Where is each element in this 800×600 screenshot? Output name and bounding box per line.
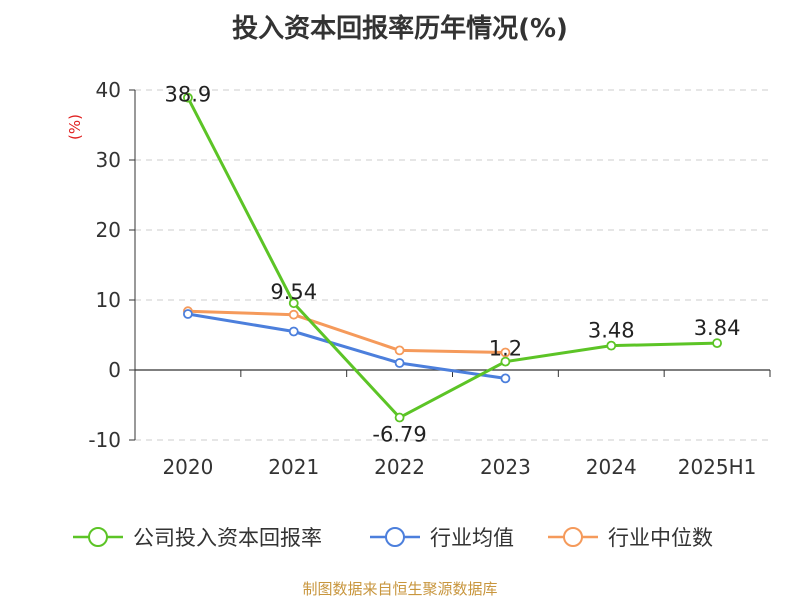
x-tick-label: 2021 — [268, 455, 319, 479]
chart-title: 投入资本回报率历年情况(%) — [232, 14, 568, 44]
y-tick-label: 40 — [96, 78, 121, 102]
x-tick-label: 2025H1 — [678, 455, 757, 479]
legend-marker-2 — [563, 527, 583, 547]
data-point-s1 — [288, 326, 299, 337]
legend-label-2: 行业中位数 — [608, 526, 713, 550]
data-point-s0 — [500, 356, 511, 367]
series-line-2 — [187, 309, 506, 354]
y-tick-label: 0 — [108, 358, 121, 382]
data-label: 9.54 — [270, 280, 317, 304]
data-point-s2 — [500, 347, 511, 358]
series-line-1 — [187, 312, 506, 380]
x-tick-label: 2022 — [374, 455, 425, 479]
data-point-s2 — [394, 345, 405, 356]
x-tick-label: 2024 — [586, 455, 637, 479]
data-point-s0 — [606, 340, 617, 351]
x-tick-label: 2020 — [162, 455, 213, 479]
data-label: 38.9 — [165, 83, 212, 107]
data-point-s0 — [288, 298, 299, 309]
y-tick-label: 10 — [96, 288, 121, 312]
data-point-s0 — [394, 412, 405, 423]
series-line-0 — [186, 97, 718, 420]
legend-marker-1 — [385, 527, 405, 547]
y-tick-label: 30 — [96, 148, 121, 172]
data-point-s2 — [288, 309, 299, 320]
y-tick-label: 20 — [96, 218, 121, 242]
data-label: 3.48 — [588, 319, 635, 343]
legend-marker-0 — [88, 527, 108, 547]
data-label: 3.84 — [694, 316, 741, 340]
data-point-s0 — [183, 92, 193, 103]
data-point-s1 — [394, 358, 405, 368]
y-axis-label: (%) — [66, 114, 84, 140]
data-source-footer: 制图数据来自恒生聚源数据库 — [302, 580, 498, 598]
x-tick-label: 2023 — [480, 455, 531, 479]
legend-label-0: 公司投入资本回报率 — [133, 526, 322, 550]
data-point-s1 — [500, 373, 511, 384]
data-point-s0 — [712, 338, 722, 349]
data-label: 1.2 — [489, 337, 522, 361]
y-tick-label: -10 — [88, 428, 121, 452]
data-point-s1 — [183, 309, 193, 319]
legend-label-1: 行业均值 — [430, 526, 514, 550]
data-label: -6.79 — [372, 423, 426, 447]
